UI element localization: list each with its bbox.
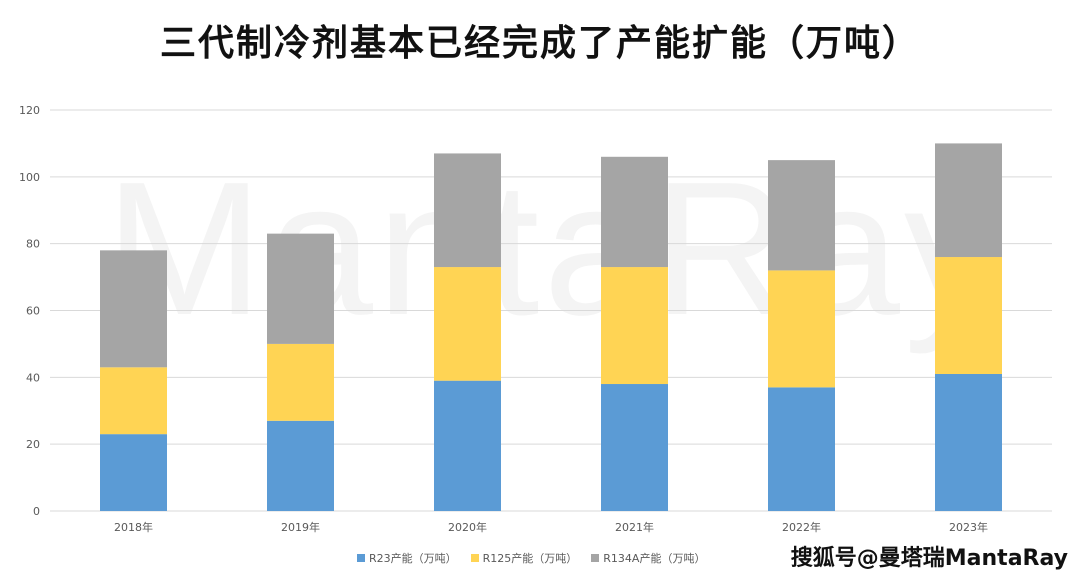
- bar-segment: [768, 270, 835, 388]
- bar-segment: [434, 153, 501, 268]
- bar-segment: [100, 250, 167, 368]
- bar-segment: [768, 160, 835, 271]
- y-tick-label: 80: [26, 238, 40, 251]
- x-tick-label: 2022年: [782, 520, 821, 534]
- bar-segment: [434, 267, 501, 381]
- watermark: MantaRay: [105, 143, 1003, 355]
- bar-segment: [267, 233, 334, 344]
- legend-item-r23: R23产能（万吨）: [357, 550, 457, 566]
- chart-title: 三代制冷剂基本已经完成了产能扩能（万吨）: [159, 23, 920, 64]
- x-tick-label: 2018年: [114, 520, 153, 534]
- legend-label: R23产能（万吨）: [369, 552, 457, 565]
- legend-label: R134A产能（万吨）: [603, 552, 706, 565]
- legend-swatch: [470, 554, 479, 562]
- bar-segment: [100, 367, 167, 435]
- x-tick-label: 2019年: [281, 520, 320, 534]
- bar-segment: [935, 257, 1002, 374]
- x-tick-label: 2020年: [448, 520, 487, 534]
- legend-label: R125产能（万吨）: [482, 552, 578, 565]
- bar-segment: [267, 343, 334, 421]
- bar-segment: [267, 420, 334, 511]
- y-tick-label: 60: [26, 305, 40, 318]
- bar-segment: [100, 434, 167, 511]
- y-tick-label: 40: [26, 371, 40, 384]
- y-tick-label: 20: [26, 438, 40, 451]
- bar-segment: [768, 387, 835, 511]
- bar-segment: [601, 267, 668, 385]
- bar-segment: [601, 384, 668, 511]
- bar-segment: [601, 156, 668, 268]
- legend-item-r134a: R134A产能（万吨）: [591, 550, 705, 566]
- y-tick-label: 100: [19, 171, 40, 184]
- source-label: 搜狐号@曼塔瑞MantaRay: [790, 546, 1068, 571]
- y-tick-label: 120: [19, 104, 40, 117]
- legend-item-r125: R125产能（万吨）: [470, 550, 578, 566]
- bar-segment: [935, 373, 1002, 511]
- bar-segment: [935, 143, 1002, 258]
- legend-swatch: [357, 554, 365, 562]
- legend: R23产能（万吨） R125产能（万吨） R134A产能（万吨）: [357, 550, 705, 566]
- y-tick-label: 0: [33, 505, 40, 518]
- bar-segment: [434, 380, 501, 511]
- x-tick-label: 2023年: [949, 520, 988, 534]
- x-tick-label: 2021年: [615, 520, 654, 534]
- legend-swatch: [591, 554, 600, 562]
